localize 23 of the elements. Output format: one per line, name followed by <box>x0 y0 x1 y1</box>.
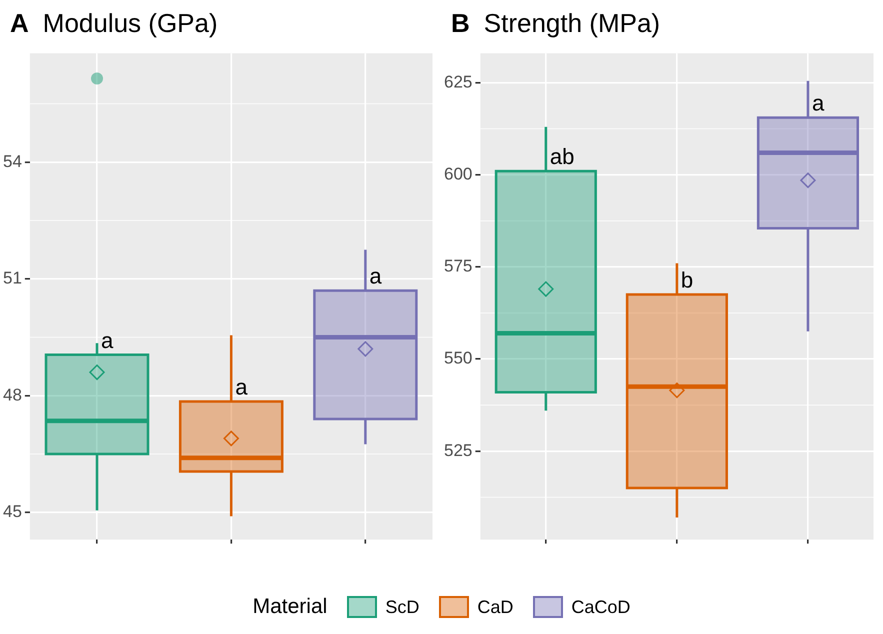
y-tick-label: 54 <box>2 152 22 171</box>
text: A <box>10 8 29 38</box>
annotation: ab <box>550 144 574 170</box>
y-tick-label: 48 <box>2 385 22 404</box>
annotation: a <box>369 264 382 289</box>
y-tick-label: 550 <box>444 348 472 368</box>
legend-label: CaCoD <box>571 596 630 618</box>
y-tick-label: 600 <box>444 164 472 184</box>
y-tick-label: 625 <box>444 72 472 92</box>
legend-label: CaD <box>477 596 514 618</box>
y-tick-label: 45 <box>2 502 22 522</box>
annotation: a <box>101 328 114 353</box>
y-tick-label: 51 <box>2 268 22 288</box>
y-tick-label: 525 <box>444 440 472 460</box>
chart-title: Strength (MPa) <box>484 8 660 38</box>
chart-title: Modulus (GPa) <box>42 8 218 38</box>
y-tick-label: 575 <box>444 256 472 276</box>
annotation: a <box>235 374 248 400</box>
annotation: b <box>680 268 694 293</box>
legend-label: ScD <box>385 596 420 618</box>
annotation: a <box>812 90 825 116</box>
text: B <box>451 8 470 38</box>
legend-title: Material <box>252 595 328 619</box>
